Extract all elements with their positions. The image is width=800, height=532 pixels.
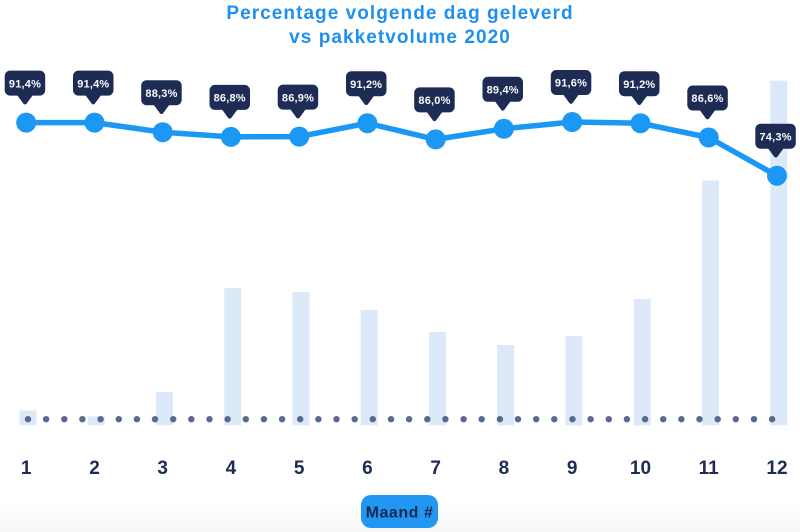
svg-text:74,3%: 74,3% <box>759 131 791 143</box>
svg-text:89,4%: 89,4% <box>487 85 519 97</box>
svg-text:5: 5 <box>294 458 305 479</box>
svg-text:91,4%: 91,4% <box>77 78 109 90</box>
svg-text:91,6%: 91,6% <box>555 78 587 90</box>
svg-text:86,0%: 86,0% <box>418 95 450 107</box>
svg-text:88,3%: 88,3% <box>145 88 177 100</box>
svg-text:3: 3 <box>157 458 168 479</box>
svg-text:91,2%: 91,2% <box>623 79 655 91</box>
svg-text:1: 1 <box>21 458 32 479</box>
svg-text:8: 8 <box>499 458 510 479</box>
svg-text:4: 4 <box>226 458 237 479</box>
svg-text:2: 2 <box>89 458 100 479</box>
svg-text:86,8%: 86,8% <box>214 93 246 105</box>
svg-text:10: 10 <box>630 458 651 479</box>
svg-text:6: 6 <box>362 458 373 479</box>
svg-text:91,2%: 91,2% <box>350 79 382 91</box>
svg-text:Maand #: Maand # <box>366 505 434 522</box>
svg-text:91,4%: 91,4% <box>9 78 41 90</box>
svg-text:12: 12 <box>766 458 787 479</box>
svg-text:86,9%: 86,9% <box>282 92 314 104</box>
svg-text:7: 7 <box>430 458 441 479</box>
svg-text:11: 11 <box>699 458 720 479</box>
svg-text:86,6%: 86,6% <box>691 93 723 105</box>
svg-text:9: 9 <box>567 458 578 479</box>
